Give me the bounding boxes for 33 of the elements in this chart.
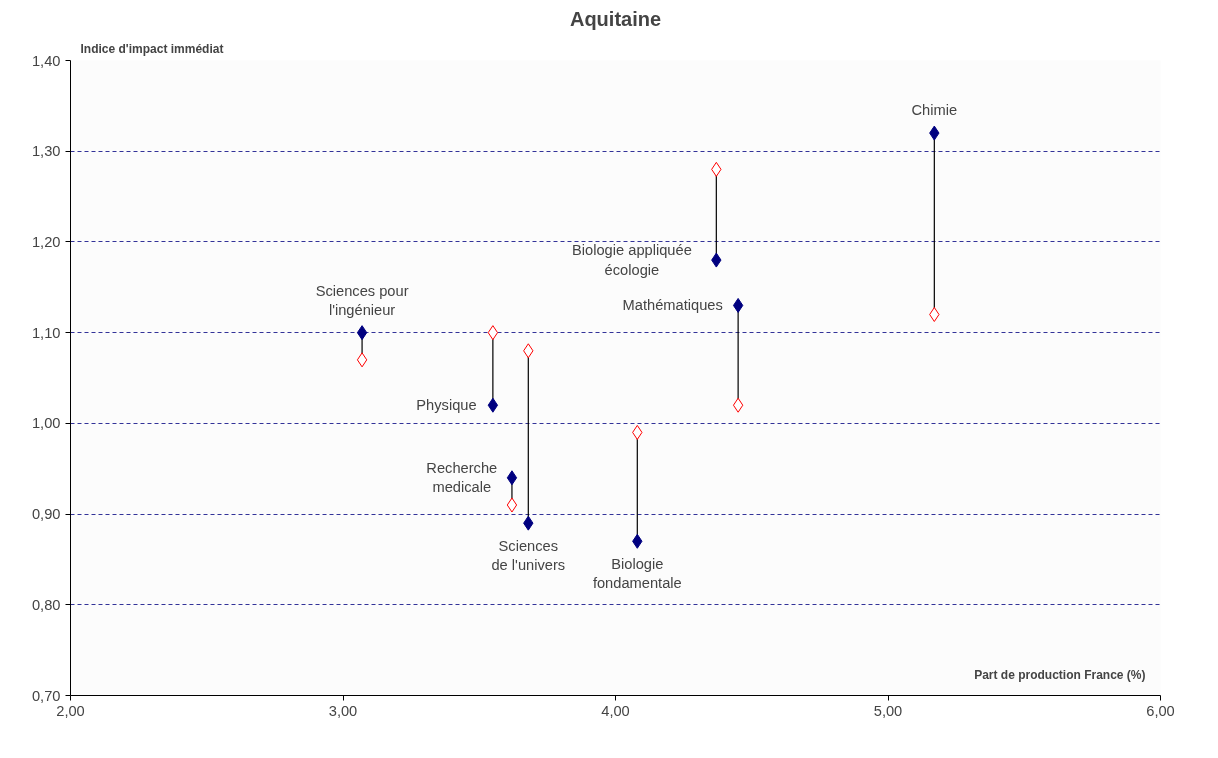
annotation: Chimie <box>911 102 958 119</box>
annotation: Mathématiques <box>622 297 723 314</box>
y-tick-label: 1,10 <box>31 324 61 341</box>
y-tick-label: 1,00 <box>31 415 61 432</box>
y-tick-label: 0,70 <box>31 687 61 704</box>
point <box>487 397 499 413</box>
point <box>929 307 940 322</box>
annotation: Biologie appliquée écologie <box>572 242 692 278</box>
point <box>732 297 744 313</box>
point <box>356 352 368 368</box>
y-tick-label: 0,90 <box>31 506 61 523</box>
point <box>506 497 518 513</box>
x-tick-label: 4,00 <box>601 702 630 719</box>
point <box>487 325 499 341</box>
annotation: Biologie fondamentale <box>592 555 682 591</box>
annotation: Recherche medicale <box>426 460 498 496</box>
y-tick-label: 1,20 <box>31 233 61 250</box>
annotation: Sciences pour l'ingénieur <box>315 283 409 319</box>
point <box>732 397 744 413</box>
y-tick-label: 1,40 <box>31 52 61 69</box>
y-axis-title: Indice d'impact immédiat <box>80 41 224 56</box>
annotation: Physique <box>416 397 477 414</box>
x-tick-label: 5,00 <box>873 702 903 719</box>
x-tick-label: 6,00 <box>1146 702 1175 719</box>
x-tick-label: 2,00 <box>56 702 85 719</box>
point <box>506 470 518 486</box>
point <box>356 325 368 341</box>
y-tick-label: 1,30 <box>31 143 61 160</box>
x-axis-title: Part de production France (%) <box>974 667 1146 682</box>
y-tick-label: 0,80 <box>31 596 61 613</box>
chart-title: Aquitaine <box>569 7 662 30</box>
annotation: Sciences de l'univers <box>491 537 566 573</box>
x-tick-label: 3,00 <box>328 702 358 719</box>
